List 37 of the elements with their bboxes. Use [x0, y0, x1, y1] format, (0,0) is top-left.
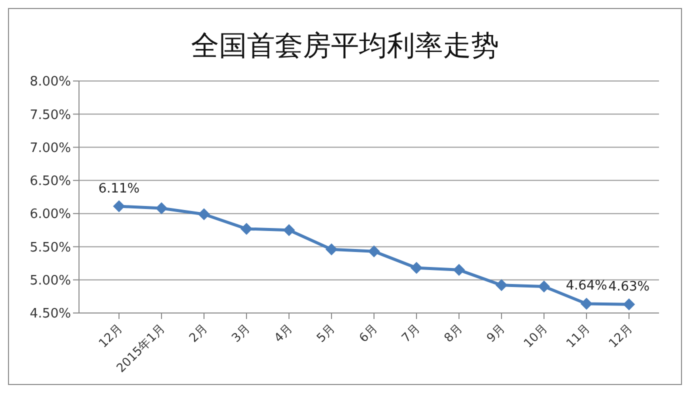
chart-title: 全国首套房平均利率走势	[190, 28, 500, 64]
point	[580, 298, 592, 310]
data-label: 4.64%	[566, 278, 608, 294]
x-tick-label: 3月	[228, 321, 253, 346]
point	[113, 200, 125, 212]
x-tick-label: 12月	[96, 321, 126, 350]
x-tick-label: 2月	[186, 321, 210, 346]
y-tick-label: 6.50%	[30, 174, 71, 190]
y-tick-label: 7.50%	[30, 108, 71, 123]
x-tick-label: 11月	[563, 321, 593, 350]
x-tick-label: 10月	[520, 321, 550, 350]
data-label: 6.11%	[98, 181, 140, 196]
point	[623, 298, 635, 310]
point	[410, 262, 422, 274]
y-tick-label: 4.50%	[30, 306, 71, 322]
x-tick-label: 12月	[606, 321, 636, 350]
x-tick-label: 7月	[398, 321, 423, 346]
y-tick-label: 5.00%	[30, 273, 71, 288]
point	[198, 208, 210, 220]
point	[240, 222, 252, 235]
y-tick-label: 6.00%	[30, 207, 71, 222]
y-tick-label: 8.00%	[30, 74, 71, 90]
point	[496, 279, 508, 292]
point	[453, 264, 465, 276]
point	[283, 224, 295, 236]
y-tick-label: 5.50%	[30, 240, 71, 256]
point	[156, 202, 168, 214]
point	[368, 245, 380, 258]
y-tick-label: 7.00%	[30, 140, 71, 156]
x-tick-label: 9月	[484, 321, 508, 346]
point	[326, 243, 338, 256]
x-tick-label: 6月	[356, 321, 380, 346]
x-tick-label: 4月	[271, 321, 296, 346]
x-tick-label: 8月	[441, 321, 466, 346]
x-tick-label: 5月	[314, 321, 338, 346]
data-label: 4.63%	[608, 279, 650, 294]
point	[538, 280, 550, 292]
